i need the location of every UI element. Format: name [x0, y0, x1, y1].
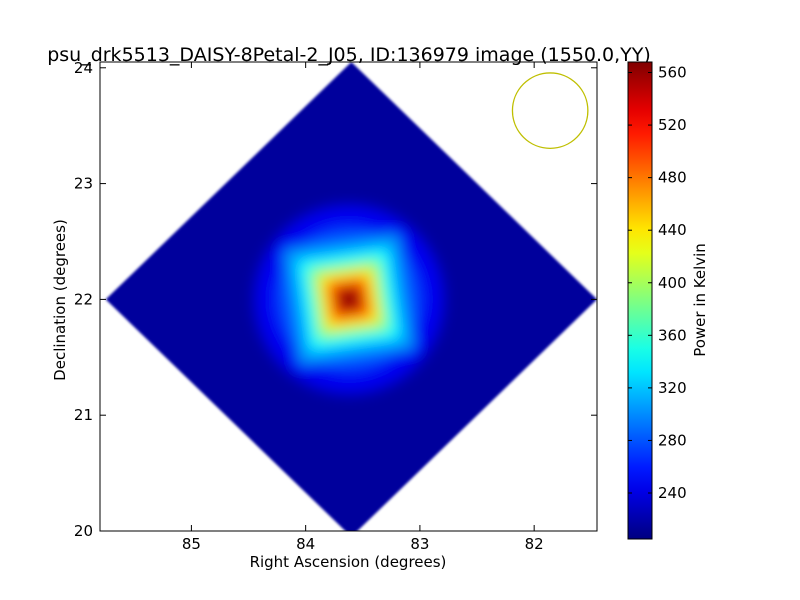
colorbar-tick-label: 400: [658, 274, 687, 292]
colorbar-tick-label: 360: [658, 326, 687, 344]
plot-area: [105, 62, 597, 531]
source-emission: [254, 204, 445, 395]
colorbar-label: Power in Kelvin: [691, 243, 709, 357]
x-tick-label: 85: [182, 535, 201, 553]
x-tick-label: 83: [410, 535, 429, 553]
colorbar-ticks: 240 280 320 360 400 440 480 520 560: [628, 64, 687, 502]
y-axis-ticks: 20 21 22 23 24: [74, 59, 597, 540]
colorbar: [627, 61, 653, 540]
colorbar-tick-label: 320: [658, 379, 687, 397]
y-tick-label: 22: [74, 290, 93, 308]
y-tick-label: 20: [74, 522, 93, 540]
y-axis-label: Declination (degrees): [51, 219, 69, 381]
emission-level: [336, 286, 362, 312]
colorbar-tick-label: 280: [658, 431, 687, 449]
colorbar-tick-label: 240: [658, 484, 687, 502]
x-tick-label: 82: [525, 535, 544, 553]
x-tick-label: 84: [296, 535, 315, 553]
y-tick-label: 21: [74, 406, 93, 424]
colorbar-tick-label: 480: [658, 169, 687, 187]
colorbar-tick-label: 520: [658, 116, 687, 134]
chart-title: psu_drk5513_DAISY-8Petal-2_J05, ID:13697…: [47, 44, 651, 66]
x-axis-ticks: 85 84 83 82: [182, 62, 544, 553]
colorbar-tick-label: 560: [658, 64, 687, 82]
y-tick-label: 23: [74, 175, 93, 193]
y-tick-label: 24: [74, 59, 93, 77]
colorbar-tick-label: 440: [658, 221, 687, 239]
plot-frame: [99, 61, 598, 532]
x-axis-label: Right Ascension (degrees): [250, 553, 447, 571]
beam-circle: [511, 72, 589, 149]
